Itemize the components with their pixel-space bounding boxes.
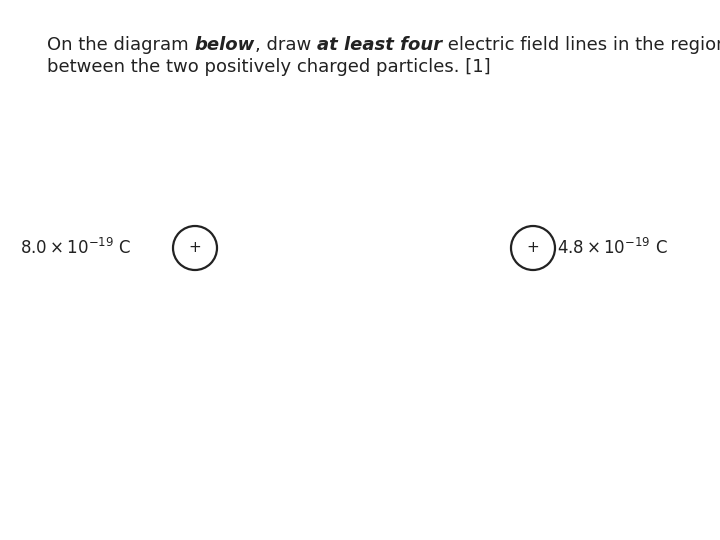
Text: at least four: at least four <box>317 36 442 54</box>
Text: $\mathdefault{8.0 \times 10^{-19}}$ C: $\mathdefault{8.0 \times 10^{-19}}$ C <box>20 238 131 258</box>
Text: +: + <box>526 240 539 255</box>
Text: below: below <box>194 36 255 54</box>
Text: electric field lines in the region: electric field lines in the region <box>442 36 720 54</box>
Text: On the diagram: On the diagram <box>47 36 194 54</box>
Text: , draw: , draw <box>255 36 317 54</box>
Text: +: + <box>189 240 202 255</box>
Text: $\mathdefault{4.8 \times 10^{-19}}$ C: $\mathdefault{4.8 \times 10^{-19}}$ C <box>557 238 667 258</box>
Text: between the two positively charged particles. [1]: between the two positively charged parti… <box>47 58 490 76</box>
